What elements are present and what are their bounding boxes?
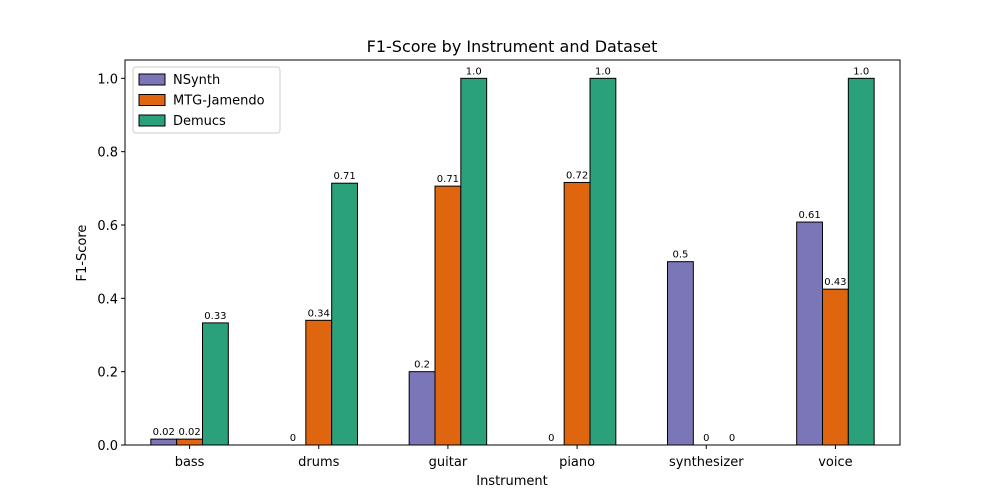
data-label: 0 [290,433,296,444]
bar-nsynth-voice [796,221,823,446]
bar-demucs-piano [589,77,617,446]
y-tick-label: 0.0 [97,439,118,454]
data-label: 0 [729,433,735,444]
legend-box [132,66,281,134]
legend-swatch [138,94,166,106]
y-tick-label: 0.8 [97,146,118,161]
data-label: 0.71 [333,171,355,182]
y-tick-label: 1.0 [97,72,118,87]
bar-demucs-drums [331,182,359,446]
bar-nsynth-guitar [408,371,436,446]
bar-mtg-jamendo-guitar [434,185,462,446]
bar-demucs-bass [202,322,229,446]
data-label: 0.02 [178,427,200,438]
legend-label: MTG-Jamendo [173,94,265,109]
x-axis-label: Instrument [476,474,548,489]
y-axis-label: F1-Score [75,225,90,282]
data-label: 0 [703,433,709,444]
data-label: 0.61 [798,210,820,221]
data-label: 0.02 [153,427,175,438]
data-label: 1.0 [853,66,869,77]
data-label: 0.43 [824,277,846,288]
legend-label: Demucs [173,114,226,129]
bar-demucs-guitar [460,77,488,446]
bar-nsynth-synthesizer [667,261,694,446]
x-tick-label: guitar [429,455,468,470]
x-tick-label: synthesizer [669,455,744,470]
data-label: 0.34 [308,308,330,319]
legend: NSynth MTG-Jamendo Demucs [132,66,281,134]
data-label: 1.0 [595,66,611,77]
bar-mtg-jamendo-drums [305,319,333,446]
y-tick-label: 0.4 [97,292,118,307]
data-label: 1.0 [466,66,482,77]
legend-label: NSynth [173,73,220,88]
data-label: 0.72 [566,170,588,181]
axes-frame [124,59,901,446]
y-tick-label: 0.6 [97,219,118,234]
x-tick-label: bass [175,455,205,470]
data-label: 0.71 [437,174,459,185]
x-tick-label: drums [298,455,339,470]
data-label: 0.5 [672,250,688,261]
bar-mtg-jamendo-piano [563,181,591,446]
data-label: 0 [548,433,554,444]
bar-demucs-voice [847,77,875,446]
legend-swatch [138,114,166,127]
chart-title: F1-Score by Instrument and Dataset [367,37,658,56]
plot-area: 0.02 0 0.2 0 0.5 0.61 0.02 0.34 0.71 0.72 0 0.43 0.3… [97,59,901,470]
x-tick-label: voice [818,455,852,470]
x-tick-label: piano [559,455,595,470]
data-label: 0.2 [414,360,430,371]
legend-swatch [138,73,166,86]
bar-mtg-jamendo-voice [822,288,849,446]
bar-nsynth-bass [150,438,178,446]
bar-mtg-jamendo-bass [176,438,203,446]
data-label: 0.33 [204,311,226,322]
y-tick-label: 0.2 [97,366,118,381]
